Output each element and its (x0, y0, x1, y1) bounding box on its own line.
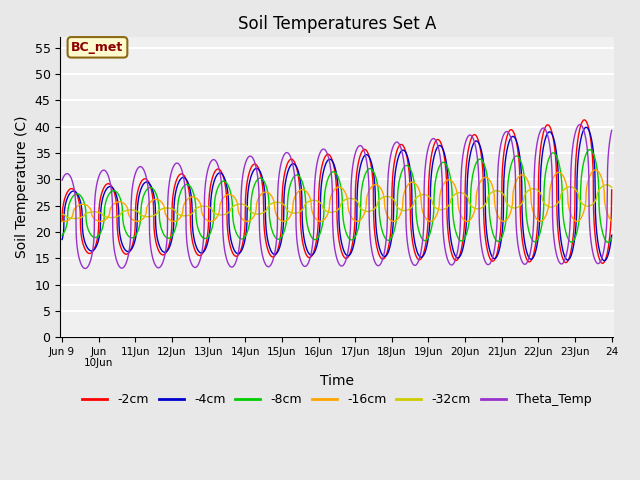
-32cm (592, 197, 600, 203)
-2cm (58, 218, 66, 224)
Theta_Temp (86, 258, 94, 264)
-16cm (326, 200, 333, 206)
-8cm (491, 235, 499, 241)
-4cm (326, 156, 333, 162)
-32cm (603, 182, 611, 188)
-8cm (586, 147, 594, 153)
-8cm (604, 240, 612, 245)
-8cm (326, 173, 333, 179)
Theta_Temp (608, 128, 616, 133)
-2cm (580, 117, 588, 123)
-16cm (593, 167, 600, 173)
-2cm (491, 256, 499, 262)
-16cm (608, 218, 616, 224)
Line: -32cm: -32cm (62, 185, 612, 218)
Line: Theta_Temp: Theta_Temp (62, 124, 612, 268)
-8cm (608, 235, 616, 241)
-32cm (311, 198, 319, 204)
Theta_Temp (492, 242, 499, 248)
Theta_Temp (593, 260, 600, 265)
-8cm (311, 237, 319, 242)
-2cm (326, 152, 333, 158)
-4cm (608, 232, 616, 238)
Line: -4cm: -4cm (62, 127, 612, 261)
Theta_Temp (326, 159, 333, 165)
-16cm (86, 205, 94, 211)
-16cm (243, 218, 251, 224)
-4cm (86, 248, 94, 253)
Y-axis label: Soil Temperature (C): Soil Temperature (C) (15, 116, 29, 258)
-16cm (591, 167, 599, 173)
-16cm (592, 167, 600, 173)
-8cm (86, 231, 94, 237)
-16cm (58, 218, 66, 224)
-8cm (592, 158, 600, 164)
-2cm (592, 238, 600, 244)
Theta_Temp (576, 121, 584, 127)
-2cm (608, 187, 616, 193)
-2cm (592, 240, 600, 246)
-16cm (311, 215, 319, 221)
Theta_Temp (58, 177, 66, 183)
Line: -16cm: -16cm (62, 170, 612, 221)
X-axis label: Time: Time (320, 374, 354, 388)
-8cm (592, 160, 600, 166)
-4cm (491, 256, 499, 262)
-2cm (86, 251, 94, 256)
-4cm (582, 124, 590, 130)
-4cm (58, 237, 66, 242)
-4cm (592, 221, 600, 227)
-32cm (86, 209, 94, 215)
Text: BC_met: BC_met (71, 41, 124, 54)
Theta_Temp (592, 259, 600, 265)
-8cm (58, 232, 66, 238)
-2cm (311, 246, 319, 252)
Title: Soil Temperatures Set A: Soil Temperatures Set A (237, 15, 436, 33)
-32cm (492, 188, 499, 194)
-4cm (311, 249, 319, 254)
-32cm (326, 209, 333, 215)
-32cm (58, 211, 66, 217)
-2cm (599, 261, 607, 266)
-32cm (70, 216, 78, 221)
-32cm (592, 197, 600, 203)
-4cm (592, 216, 600, 222)
-16cm (492, 204, 499, 209)
Theta_Temp (311, 176, 319, 181)
-32cm (608, 184, 616, 190)
Line: -8cm: -8cm (62, 150, 612, 242)
Line: -2cm: -2cm (62, 120, 612, 264)
Theta_Temp (81, 265, 89, 271)
Legend: -2cm, -4cm, -8cm, -16cm, -32cm, Theta_Temp: -2cm, -4cm, -8cm, -16cm, -32cm, Theta_Te… (77, 388, 596, 411)
-4cm (600, 258, 608, 264)
